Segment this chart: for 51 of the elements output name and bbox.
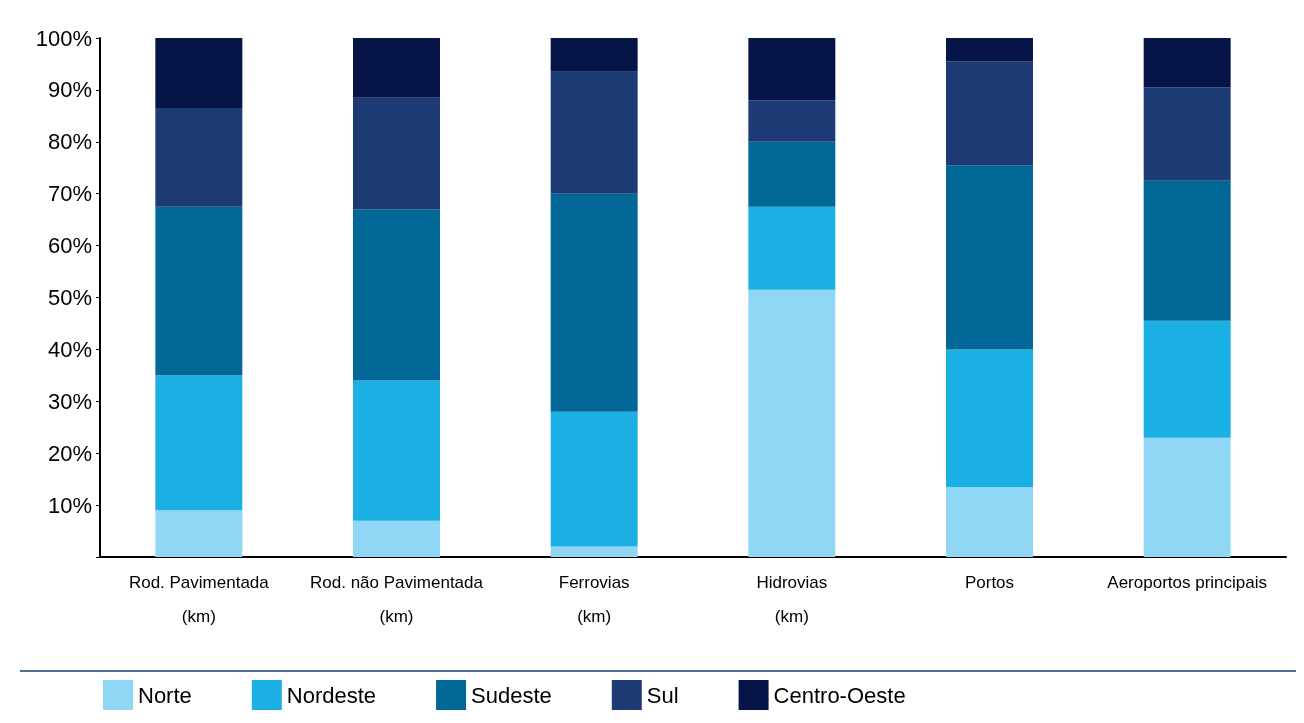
bar bbox=[946, 61, 1033, 166]
bar bbox=[748, 206, 836, 290]
y-tick-label: 90% bbox=[47, 77, 92, 103]
bar bbox=[353, 97, 440, 210]
bar bbox=[155, 510, 243, 557]
bar bbox=[1143, 38, 1231, 88]
bar bbox=[946, 349, 1033, 487]
y-tick-label: 20% bbox=[47, 440, 92, 466]
bar bbox=[550, 38, 638, 72]
y-tick-label: 40% bbox=[47, 336, 92, 362]
bar bbox=[155, 38, 243, 109]
bar bbox=[748, 38, 836, 101]
bar bbox=[748, 100, 836, 142]
bar bbox=[353, 209, 440, 381]
legend-label: Nordeste bbox=[286, 682, 377, 708]
bar bbox=[1143, 87, 1231, 181]
bar bbox=[550, 546, 638, 557]
bar bbox=[353, 520, 440, 557]
x-tick-label: Hidrovias (km) bbox=[756, 572, 828, 626]
bar bbox=[1143, 320, 1231, 438]
bar bbox=[1143, 437, 1231, 557]
bar bbox=[155, 375, 243, 511]
x-tick-label: Ferrovias (km) bbox=[558, 572, 630, 626]
bar bbox=[550, 71, 638, 194]
bar bbox=[1143, 180, 1231, 321]
y-tick-label: 100% bbox=[35, 25, 92, 51]
x-tick-label: Rod. não Pavimentada (km) bbox=[310, 572, 484, 626]
x-tick-label: Aeroportos principais bbox=[1107, 572, 1268, 592]
legend-label: Sul bbox=[646, 682, 679, 708]
y-tick-label: 80% bbox=[47, 129, 92, 155]
bar bbox=[946, 38, 1033, 62]
bar bbox=[748, 141, 836, 207]
bar bbox=[353, 38, 440, 98]
legend-label: Norte bbox=[138, 682, 192, 708]
bar bbox=[748, 289, 836, 557]
legend-label: Sudeste bbox=[471, 682, 552, 708]
x-tick-label: Portos bbox=[964, 572, 1015, 592]
y-tick-label: 50% bbox=[47, 285, 92, 310]
bar bbox=[155, 206, 243, 376]
legend-label: Centro-Oeste bbox=[773, 682, 906, 708]
x-tick-label: Rod. Pavimentada (km) bbox=[128, 572, 270, 626]
bar bbox=[946, 165, 1033, 350]
bar bbox=[946, 486, 1033, 557]
y-tick-label: 10% bbox=[47, 492, 92, 518]
bar bbox=[353, 380, 440, 521]
bar bbox=[550, 411, 638, 547]
y-tick-label: 60% bbox=[47, 233, 92, 259]
y-tick-label: 30% bbox=[47, 388, 92, 414]
y-tick-label: 70% bbox=[47, 181, 92, 207]
bar bbox=[155, 108, 243, 207]
bar bbox=[550, 193, 638, 412]
